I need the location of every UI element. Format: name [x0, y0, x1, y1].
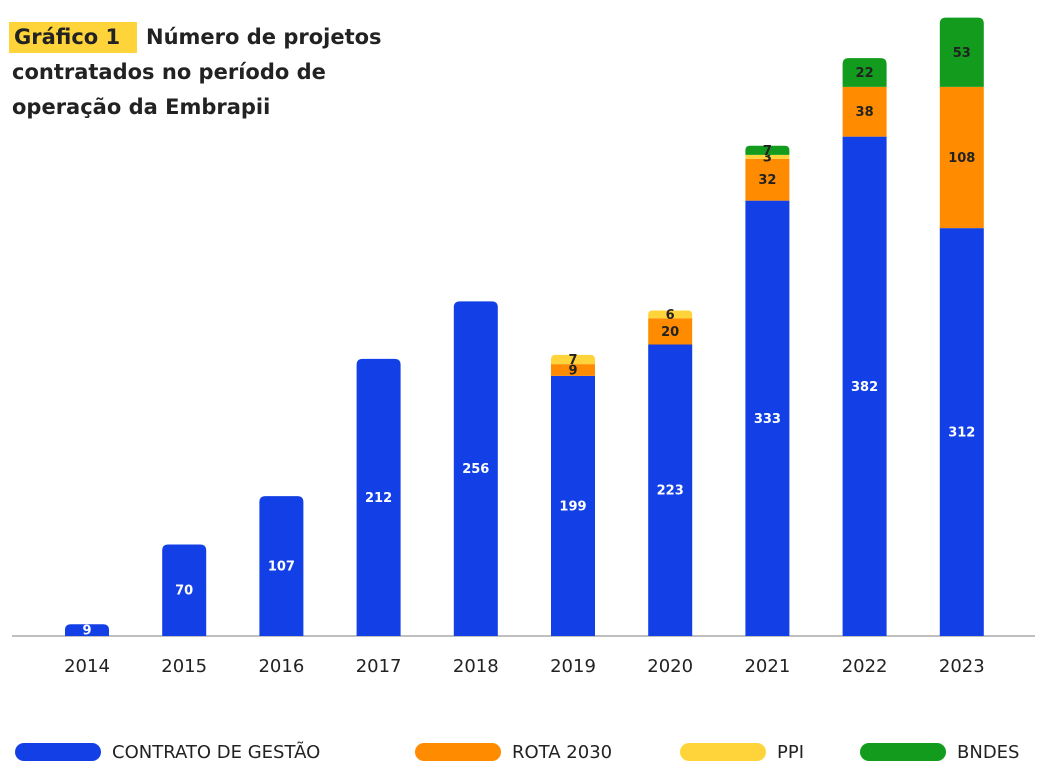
x-tick-label: 2020	[647, 656, 693, 677]
bar-segment	[551, 375, 595, 636]
bar-segment	[745, 145, 790, 155]
x-tick-label: 2018	[453, 656, 499, 677]
value-label: 70	[175, 584, 193, 599]
bar-segment	[453, 301, 498, 636]
value-label: 256	[462, 462, 489, 477]
legend-swatch	[415, 743, 501, 761]
bar-segment	[939, 228, 984, 636]
value-label: 9	[568, 363, 577, 378]
bar-segment	[356, 358, 401, 636]
x-tick-label: 2016	[258, 656, 304, 677]
chart-label: Gráfico 1	[14, 25, 120, 49]
value-label: 20	[661, 325, 679, 340]
bar-segment	[842, 136, 887, 636]
value-label: 108	[948, 151, 975, 166]
value-label: 3	[763, 150, 772, 165]
value-label: 312	[948, 426, 975, 441]
x-tick-label: 2021	[744, 656, 790, 677]
value-label: 7	[568, 353, 577, 368]
value-label: 38	[856, 105, 874, 120]
bar-segment	[259, 496, 304, 636]
bar-segment	[939, 86, 984, 229]
chart-title: operação da Embrapii	[12, 95, 270, 119]
bar-segment	[939, 17, 984, 87]
x-tick-label: 2017	[356, 656, 402, 677]
value-label: 212	[365, 491, 392, 506]
bar-segment	[65, 624, 109, 636]
value-label: 7	[763, 144, 772, 159]
value-label: 199	[559, 499, 586, 514]
bar-segment	[745, 158, 790, 201]
legend-swatch	[15, 743, 101, 761]
bar-segment	[745, 154, 790, 159]
label-highlight	[9, 22, 137, 53]
x-tick-label: 2015	[161, 656, 207, 677]
bar-segment	[551, 354, 595, 365]
bar-segment	[551, 364, 595, 376]
legend-label: BNDES	[957, 742, 1019, 763]
legend-label: CONTRATO DE GESTÃO	[112, 741, 320, 763]
value-label: 53	[953, 46, 971, 61]
bar-segment	[648, 318, 693, 345]
bar-segment	[162, 544, 207, 636]
value-label: 22	[856, 66, 874, 81]
x-tick-label: 2019	[550, 656, 596, 677]
x-tick-label: 2014	[64, 656, 110, 677]
legend-label: PPI	[777, 742, 804, 763]
value-label: 6	[666, 308, 675, 323]
chart-title: Número de projetos	[146, 25, 382, 49]
legend-label: ROTA 2030	[512, 742, 612, 763]
bar-segment	[842, 86, 887, 137]
bar-segment	[648, 310, 693, 319]
legend-swatch	[860, 743, 946, 761]
bar-segment	[842, 58, 887, 87]
x-tick-label: 2022	[842, 656, 888, 677]
value-label: 32	[758, 173, 776, 188]
bar-segment	[745, 200, 790, 637]
value-label: 382	[851, 380, 878, 395]
x-tick-label: 2023	[939, 656, 985, 677]
value-label: 333	[754, 412, 781, 427]
value-label: 9	[82, 624, 91, 639]
value-label: 223	[657, 484, 684, 499]
chart-title: contratados no período de	[12, 60, 326, 84]
legend-swatch	[680, 743, 766, 761]
bar-segment	[648, 344, 693, 636]
value-label: 107	[268, 560, 295, 575]
